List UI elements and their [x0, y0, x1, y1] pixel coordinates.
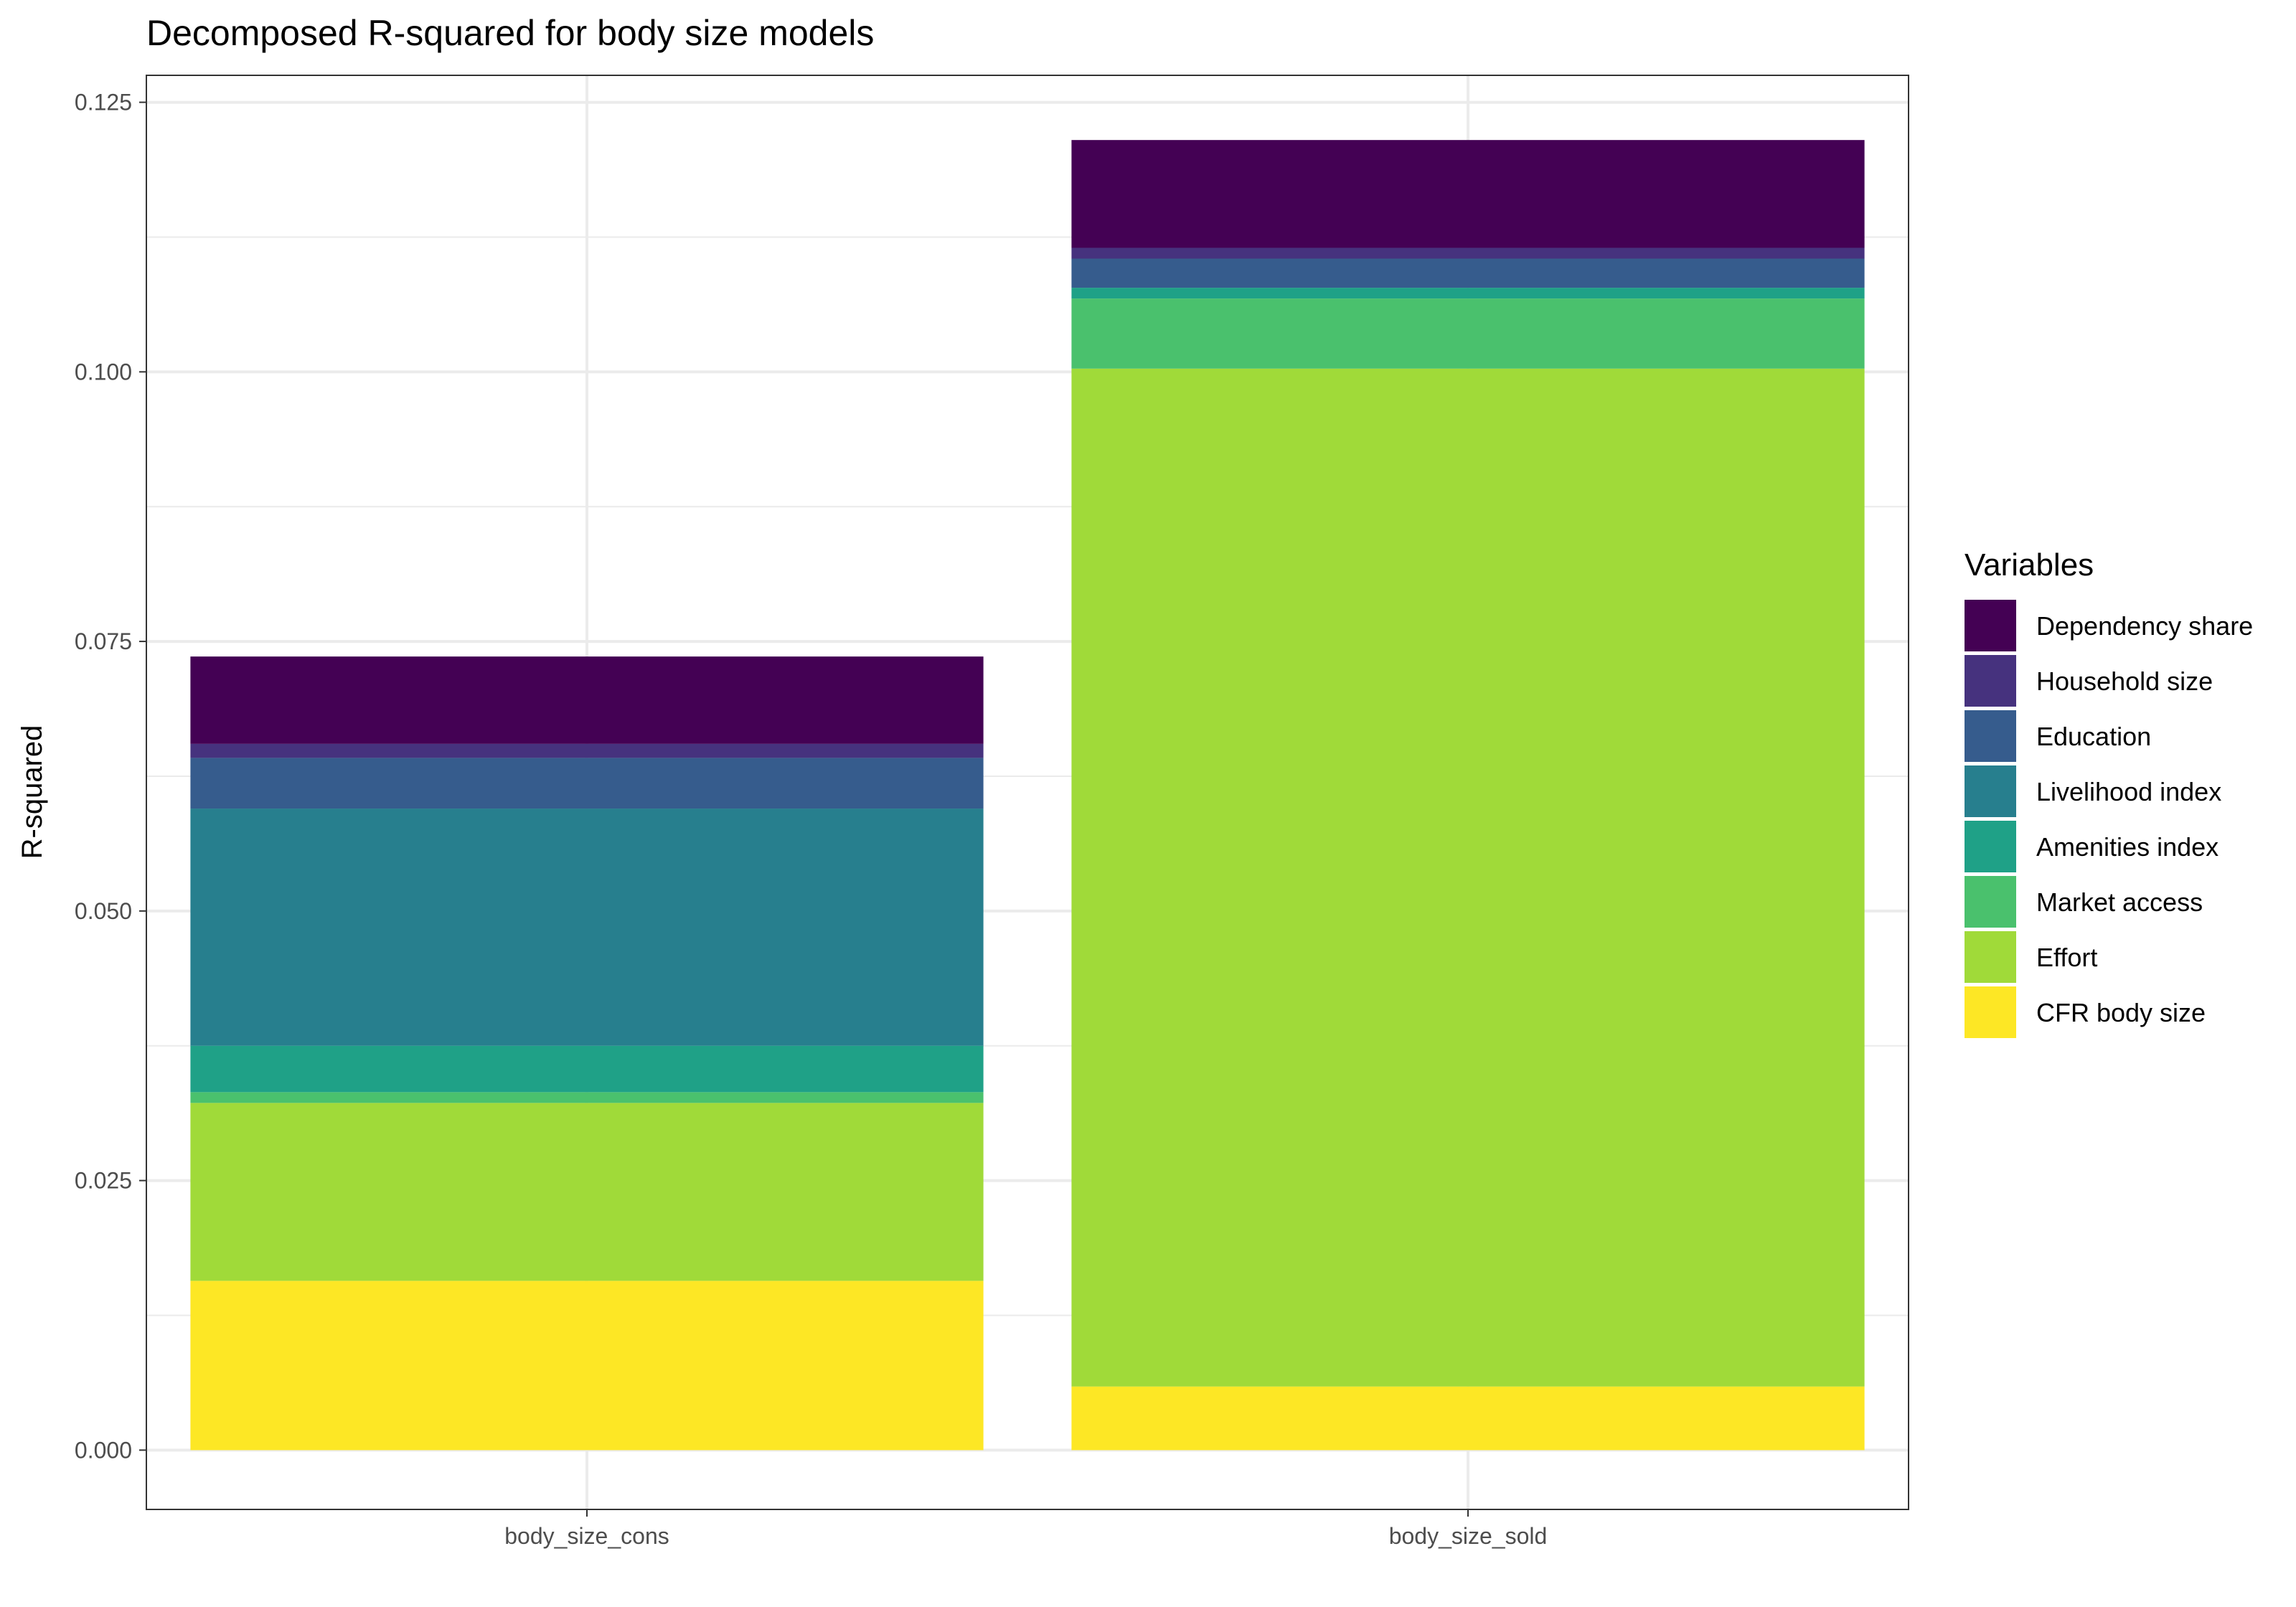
- legend-label: Education: [2036, 722, 2151, 751]
- legend-label: Amenities index: [2036, 832, 2219, 862]
- legend-label: Dependency share: [2036, 611, 2253, 641]
- bar-segment: [1071, 298, 1865, 369]
- y-tick-label: 0.025: [75, 1168, 132, 1194]
- bar-segment: [190, 1103, 984, 1281]
- legend-label: Household size: [2036, 666, 2213, 696]
- x-tick-label: body_size_sold: [1389, 1523, 1548, 1549]
- bar-segment: [190, 1045, 984, 1093]
- legend-key: [1965, 876, 2016, 928]
- y-axis-title: R-squared: [17, 725, 48, 859]
- legend-label: CFR body size: [2036, 998, 2206, 1027]
- y-tick-label: 0.000: [75, 1437, 132, 1463]
- bar-segment: [190, 758, 984, 809]
- bar-segment: [190, 656, 984, 744]
- legend-key: [1965, 821, 2016, 872]
- y-tick-label: 0.050: [75, 898, 132, 924]
- legend: Variables Dependency share Household size…: [1965, 547, 2253, 1038]
- bar-segment: [190, 743, 984, 758]
- y-tick-label: 0.075: [75, 628, 132, 654]
- bar-segment: [1071, 368, 1865, 1387]
- legend-key: [1965, 655, 2016, 707]
- legend-key: [1965, 986, 2016, 1038]
- x-axis: body_size_cons body_size_sold: [504, 1509, 1547, 1549]
- plot-border: [146, 75, 1909, 1510]
- bar-segment: [190, 1281, 984, 1451]
- y-axis: 0.000 0.025 0.050 0.075 0.100 0.125: [75, 90, 146, 1463]
- bar-segment: [190, 1092, 984, 1103]
- bar-segment: [190, 809, 984, 1046]
- bar-segment: [1071, 248, 1865, 259]
- x-tick-label: body_size_cons: [504, 1523, 669, 1549]
- legend-label: Effort: [2036, 943, 2097, 972]
- bar-segment: [1071, 258, 1865, 288]
- legend-key: [1965, 600, 2016, 651]
- chart-title: Decomposed R-squared for body size model…: [146, 13, 874, 53]
- legend-key: [1965, 931, 2016, 983]
- stacked-bars: [190, 140, 1865, 1451]
- legend-title: Variables: [1965, 547, 2094, 583]
- legend-key: [1965, 710, 2016, 762]
- legend-key: [1965, 765, 2016, 817]
- bar-segment: [1071, 288, 1865, 299]
- legend-label: Livelihood index: [2036, 777, 2221, 806]
- y-tick-label: 0.100: [75, 359, 132, 385]
- y-tick-label: 0.125: [75, 90, 132, 116]
- bar-segment: [1071, 1386, 1865, 1451]
- legend-label: Market access: [2036, 887, 2203, 917]
- bar-segment: [1071, 140, 1865, 248]
